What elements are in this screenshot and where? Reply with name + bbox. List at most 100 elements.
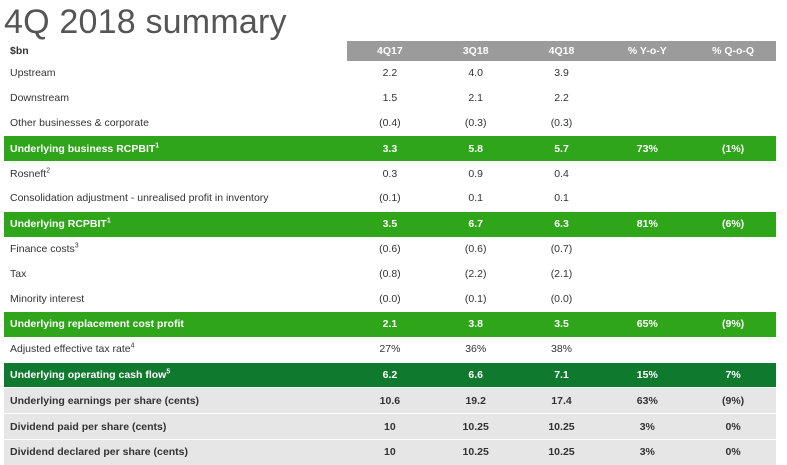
column-header-yoy: % Y-o-Y	[604, 41, 691, 61]
row-label-text: Other businesses & corporate	[10, 116, 149, 129]
column-header-unit: $bn	[4, 41, 347, 61]
row-label-text: Minority interest	[10, 292, 85, 305]
footnote-marker: 5	[166, 368, 171, 376]
table-body: Upstream 2.2 4.0 3.9 Downstream 1.5 2.1 2.2 Othe…	[4, 61, 776, 465]
table-cell: 2.2	[347, 61, 433, 86]
row-label-text: Tax	[10, 267, 27, 280]
row-label: Upstream	[4, 61, 347, 86]
table-cell	[604, 336, 691, 363]
row-label: Other businesses & corporate	[4, 110, 347, 136]
table-cell	[604, 161, 691, 186]
table-cell: 0.1	[518, 185, 605, 212]
table-row: Other businesses & corporate (0.4) (0.3) (0…	[4, 110, 776, 136]
table-cell: 0.9	[432, 161, 519, 186]
row-label: Minority interest	[4, 286, 347, 312]
table-cell: (2.1)	[518, 261, 605, 287]
row-label: Underlying business RCPBIT1	[4, 135, 347, 162]
table-row: Underlying business RCPBIT1 3.3 5.8 5.7 73%(…	[4, 135, 776, 162]
footnote-marker: 4	[130, 342, 135, 350]
table-cell: 19.2	[432, 387, 519, 414]
row-label-text: Underlying RCPBIT	[10, 218, 107, 231]
table-cell: 3.8	[432, 310, 519, 337]
table-row: Dividend paid per share (cents) 10 10.25 10…	[4, 413, 776, 440]
table-row: Tax (0.8) (2.2) (2.1)	[4, 261, 776, 287]
table-cell	[604, 261, 691, 287]
table-row: Downstream 1.5 2.1 2.2	[4, 85, 776, 111]
table-row: Upstream 2.2 4.0 3.9	[4, 61, 776, 86]
column-header-4q18: 4Q18	[518, 41, 605, 61]
table-row: Underlying RCPBIT1 3.5 6.7 6.3 81% (6%)	[4, 210, 776, 237]
footnote-marker: 2	[46, 167, 51, 175]
row-label: Finance costs3	[4, 236, 347, 262]
table-cell: 3.9	[518, 61, 605, 86]
row-label-text: Finance costs	[10, 242, 75, 255]
table-cell: (0.0)	[518, 286, 605, 312]
row-label: Underlying earnings per share (cents)	[4, 387, 347, 414]
table-cell: 7.1	[518, 361, 605, 388]
table-cell	[690, 185, 776, 212]
table-cell: 81%	[604, 210, 691, 237]
table-cell: 27%	[347, 336, 433, 363]
row-label: Rosneft2	[4, 161, 347, 186]
table-cell	[604, 61, 691, 86]
table-cell: 17.4	[518, 387, 605, 414]
table-cell: (9%)	[690, 387, 776, 414]
row-label: Underlying RCPBIT1	[4, 210, 347, 237]
table-cell	[604, 236, 691, 262]
table-cell: 10.25	[518, 413, 605, 440]
table-cell	[690, 61, 776, 86]
summary-table: $bn 4Q17 3Q18 4Q18 % Y-o-Y % Q-o-Q Upstr…	[4, 41, 776, 465]
row-label-text: Underlying business RCPBIT	[10, 142, 156, 155]
table-cell: 65%	[604, 310, 691, 337]
row-label: Tax	[4, 261, 347, 287]
row-label: Consolidation adjustment - unrealised pr…	[4, 185, 347, 212]
table-cell: (0.0)	[347, 286, 433, 312]
table-row: Consolidation adjustment - unrealised pr…	[4, 185, 776, 212]
table-cell	[604, 185, 691, 212]
table-cell: 6.3	[518, 210, 605, 237]
footnote-marker: 3	[74, 242, 79, 250]
table-cell	[690, 236, 776, 262]
row-label-text: Rosneft	[10, 167, 47, 180]
table-cell: 2.1	[432, 85, 519, 111]
table-cell: (0.7)	[518, 236, 605, 262]
table-cell: (0.8)	[347, 261, 433, 287]
table-row: Adjusted effective tax rate4 27% 36% 38%	[4, 336, 776, 363]
table-cell: 0.4	[518, 161, 605, 186]
table-cell: 5.8	[432, 135, 519, 162]
table-cell: 2.2	[518, 85, 605, 111]
row-label: Underlying operating cash flow5	[4, 361, 347, 388]
table-cell: 10.6	[347, 387, 433, 414]
row-label-text: Dividend declared per share (cents)	[10, 446, 188, 459]
row-label: Adjusted effective tax rate4	[4, 336, 347, 363]
table-cell: (1%)	[690, 135, 776, 162]
table-cell	[690, 110, 776, 136]
footnote-marker: 1	[155, 142, 160, 150]
row-label-text: Adjusted effective tax rate	[10, 343, 131, 356]
table-cell	[690, 261, 776, 287]
table-cell: 38%	[518, 336, 605, 363]
table-cell: (0.3)	[432, 110, 519, 136]
table-cell: 10	[347, 413, 433, 440]
table-cell: 36%	[432, 336, 519, 363]
table-cell: 0.1	[432, 185, 519, 212]
table-cell: (0.1)	[347, 185, 433, 212]
table-cell: 3%	[604, 413, 691, 440]
table-cell: 5.7	[518, 135, 605, 162]
row-label-text: Underlying earnings per share (cents)	[10, 394, 200, 407]
table-cell: (6%)	[690, 210, 776, 237]
table-cell	[604, 110, 691, 136]
table-cell	[690, 161, 776, 186]
row-label: Downstream	[4, 85, 347, 111]
row-label-text: Underlying operating cash flow	[10, 368, 167, 381]
table-cell: 6.7	[432, 210, 519, 237]
table-cell: 1.5	[347, 85, 433, 111]
column-header-qoq: % Q-o-Q	[690, 41, 776, 61]
row-label-text: Underlying replacement cost profit	[10, 318, 184, 331]
row-label-text: Consolidation adjustment - unrealised pr…	[10, 192, 269, 205]
column-header-4q17: 4Q17	[347, 41, 433, 61]
table-cell: 0.3	[347, 161, 433, 186]
row-label-text: Downstream	[10, 92, 69, 105]
page-title: 4Q 2018 summary	[4, 3, 287, 41]
table-cell: (0.6)	[432, 236, 519, 262]
